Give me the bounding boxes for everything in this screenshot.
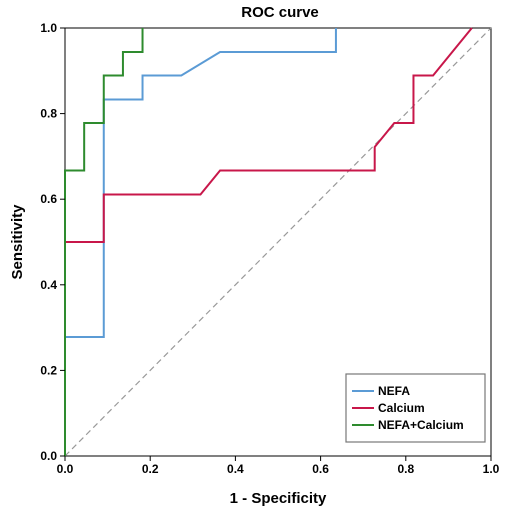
y-tick-label: 0.4 (40, 278, 57, 292)
legend: NEFA Calcium NEFA+Calcium (345, 373, 486, 443)
x-tick-label: 0.4 (227, 462, 244, 476)
series-line-nefa (64, 28, 337, 456)
chart-title: ROC curve (241, 4, 319, 21)
legend-label: Calcium (378, 401, 425, 415)
x-tick-label: 0.0 (57, 462, 74, 476)
series-line-nefa-calcium (64, 28, 144, 456)
y-tick-label: 0.2 (40, 363, 57, 377)
x-tick-label: 0.6 (312, 462, 329, 476)
x-tick-label: 0.8 (397, 462, 414, 476)
x-tick-label: 0.2 (142, 462, 159, 476)
series-line-calcium (64, 27, 473, 456)
y-axis-label: Sensitivity (9, 204, 26, 280)
y-tick-label: 0.8 (40, 107, 57, 121)
y-tick-label: 0.6 (40, 192, 57, 206)
reference-diagonal-line (64, 27, 492, 457)
legend-label: NEFA (378, 384, 410, 398)
y-tick-label: 1.0 (40, 21, 57, 35)
legend-label: NEFA+Calcium (378, 418, 464, 432)
x-tick-label: 1.0 (483, 462, 500, 476)
y-tick-label: 0.0 (40, 449, 57, 463)
x-axis-label: 1 - Specificity (230, 490, 327, 507)
